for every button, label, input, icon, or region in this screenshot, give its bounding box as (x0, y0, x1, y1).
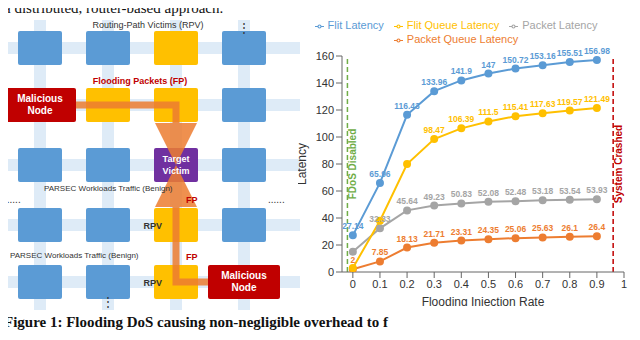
svg-text:119.57: 119.57 (557, 97, 583, 107)
svg-text:1: 1 (621, 278, 627, 290)
svg-text:0.4: 0.4 (454, 278, 469, 290)
svg-text:49.23: 49.23 (424, 192, 446, 202)
svg-text:FP: FP (186, 252, 198, 262)
svg-text:24.35: 24.35 (478, 225, 500, 235)
svg-text:27.14: 27.14 (342, 221, 364, 231)
svg-text:System Crashed: System Crashed (613, 125, 624, 203)
svg-text:18.13: 18.13 (396, 234, 418, 244)
html-text:Flit Queue Latency: Flit Queue Latency (406, 19, 500, 31)
svg-text:25.06: 25.06 (505, 224, 527, 234)
svg-text:116.43: 116.43 (394, 101, 420, 111)
svg-text:RPV: RPV (143, 221, 162, 231)
svg-text:0.8: 0.8 (562, 278, 577, 290)
svg-text:⋮: ⋮ (238, 21, 250, 35)
svg-text:21.71: 21.71 (424, 229, 446, 239)
svg-text:0.6: 0.6 (508, 278, 523, 290)
svg-text:160: 160 (316, 50, 334, 62)
svg-text:80: 80 (322, 158, 334, 170)
svg-text:0.2: 0.2 (399, 278, 414, 290)
svg-text:0.9: 0.9 (589, 278, 604, 290)
svg-text:156.98: 156.98 (584, 46, 610, 56)
svg-text:Flooding Packets (FP): Flooding Packets (FP) (93, 76, 188, 86)
svg-text:40: 40 (322, 212, 334, 224)
svg-text:53.93: 53.93 (586, 185, 608, 195)
svg-text:115.41: 115.41 (503, 102, 529, 112)
svg-text:140: 140 (316, 77, 334, 89)
html-text:Packet Queue Latency: Packet Queue Latency (406, 33, 519, 45)
svg-text:FDoS Disabled: FDoS Disabled (347, 129, 358, 200)
svg-text:Malicious: Malicious (17, 93, 63, 104)
svg-text:141.9: 141.9 (451, 66, 473, 76)
svg-text:Victim: Victim (163, 166, 190, 176)
svg-text:26.4: 26.4 (589, 222, 606, 232)
svg-text:25.63: 25.63 (532, 223, 554, 233)
html-text:Packet Latency: Packet Latency (522, 19, 598, 31)
svg-text:133.96: 133.96 (421, 77, 447, 87)
svg-text:RPV: RPV (143, 278, 162, 288)
svg-text:FP: FP (186, 195, 198, 205)
svg-text:155.51: 155.51 (557, 48, 583, 58)
svg-text:111.5: 111.5 (478, 107, 499, 117)
svg-text:98.47: 98.47 (424, 125, 446, 135)
svg-text:52.08: 52.08 (478, 188, 500, 198)
svg-text:⋮: ⋮ (102, 295, 114, 309)
svg-text:100: 100 (316, 131, 334, 143)
svg-text:7.85: 7.85 (372, 247, 389, 257)
svg-text:65.96: 65.96 (369, 169, 391, 179)
svg-text:PARSEC Workloads Traffic (Beni: PARSEC Workloads Traffic (Benign) (10, 251, 139, 260)
svg-text:53.18: 53.18 (532, 186, 554, 196)
svg-text:0.3: 0.3 (427, 278, 442, 290)
svg-text:45.64: 45.64 (396, 196, 418, 206)
svg-text:Malicious: Malicious (221, 270, 267, 281)
html-text:a distributed, router-based ap: a distributed, router-based approach. (4, 0, 224, 16)
svg-text:52.48: 52.48 (505, 187, 527, 197)
svg-text:53.54: 53.54 (559, 186, 581, 196)
svg-text:153.16: 153.16 (530, 51, 556, 61)
svg-text:60: 60 (322, 185, 334, 197)
svg-text:20: 20 (322, 239, 334, 251)
svg-text:26.1: 26.1 (561, 223, 578, 233)
svg-text:PARSEC Workloads Traffic (Beni: PARSEC Workloads Traffic (Benign) (44, 184, 173, 193)
html-text:Flit Latency: Flit Latency (327, 19, 384, 31)
svg-text:Target: Target (163, 154, 190, 164)
svg-text:0.5: 0.5 (481, 278, 496, 290)
svg-text:Latency: Latency (298, 143, 309, 185)
svg-text:......: ...... (8, 194, 21, 205)
svg-text:Flooding Injection Rate: Flooding Injection Rate (422, 295, 545, 306)
svg-text:0.1: 0.1 (372, 278, 387, 290)
svg-text:120: 120 (316, 104, 334, 116)
svg-text:32.33: 32.33 (369, 214, 391, 224)
html-text:Figure 1: Flooding DoS causing: Figure 1: Flooding DoS causing non-negli… (4, 314, 388, 330)
svg-text:50.83: 50.83 (451, 189, 473, 199)
svg-text:106.39: 106.39 (448, 114, 474, 124)
svg-text:117.63: 117.63 (530, 99, 556, 109)
svg-text:0: 0 (350, 278, 356, 290)
svg-text:23.31: 23.31 (451, 227, 473, 237)
svg-text:Node: Node (28, 105, 53, 116)
svg-text:0: 0 (328, 266, 334, 278)
svg-text:150.72: 150.72 (503, 55, 529, 65)
svg-text:2: 2 (350, 255, 355, 265)
svg-text:Routing-Path Victims (RPV): Routing-Path Victims (RPV) (93, 20, 204, 30)
svg-text:......: ...... (268, 194, 285, 205)
svg-text:147: 147 (481, 60, 495, 70)
svg-text:Node: Node (232, 282, 257, 293)
svg-text:121.49: 121.49 (584, 94, 610, 104)
svg-text:0.7: 0.7 (535, 278, 550, 290)
